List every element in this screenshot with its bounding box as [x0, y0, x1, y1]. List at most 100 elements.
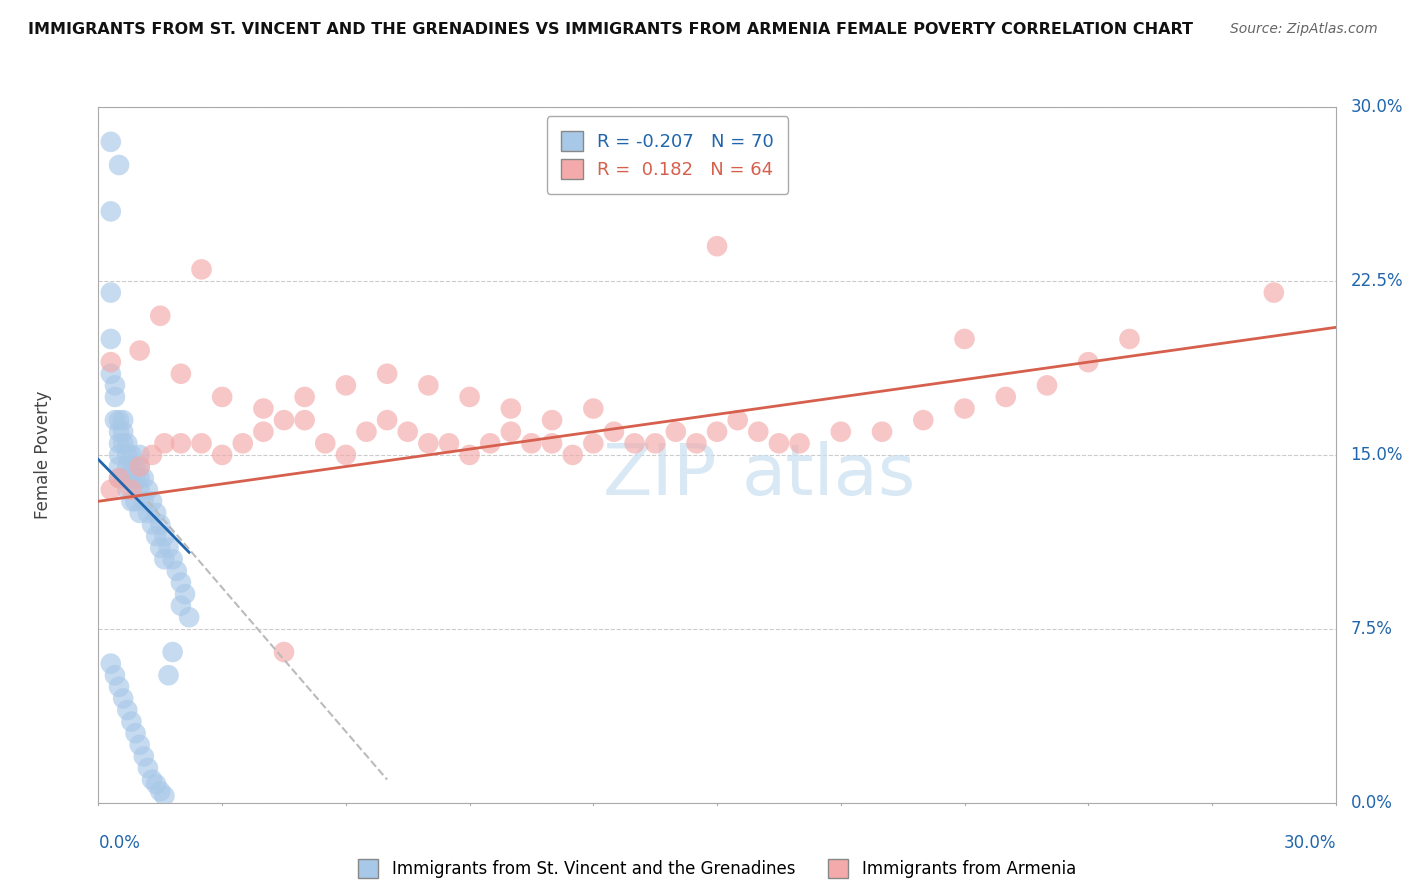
Point	[120, 471, 142, 485]
Point	[499, 401, 522, 416]
Point	[153, 529, 176, 543]
Point	[541, 436, 564, 450]
Point	[108, 471, 131, 485]
Point	[117, 448, 139, 462]
Point	[141, 772, 163, 787]
Text: Female Poverty: Female Poverty	[34, 391, 52, 519]
Point	[1118, 332, 1140, 346]
Point	[179, 610, 201, 624]
Point	[117, 436, 139, 450]
Point	[479, 436, 502, 450]
Point	[789, 436, 811, 450]
Point	[132, 749, 155, 764]
Point	[124, 459, 146, 474]
Point	[117, 483, 139, 497]
Point	[120, 448, 142, 462]
Point	[100, 332, 122, 346]
Point	[128, 738, 150, 752]
Legend: Immigrants from St. Vincent and the Grenadines, Immigrants from Armenia: Immigrants from St. Vincent and the Gren…	[352, 853, 1083, 885]
Point	[375, 413, 398, 427]
Point	[108, 436, 131, 450]
Text: 7.5%: 7.5%	[1351, 620, 1392, 638]
Point	[124, 494, 146, 508]
Point	[112, 691, 135, 706]
Point	[128, 471, 150, 485]
Point	[149, 541, 172, 555]
Point	[685, 436, 707, 450]
Point	[706, 425, 728, 439]
Text: 30.0%: 30.0%	[1284, 834, 1336, 852]
Point	[108, 425, 131, 439]
Point	[108, 158, 131, 172]
Point	[232, 436, 254, 450]
Point	[623, 436, 645, 450]
Point	[665, 425, 688, 439]
Text: ZIP: ZIP	[603, 442, 717, 510]
Point	[747, 425, 769, 439]
Point	[499, 425, 522, 439]
Point	[294, 390, 316, 404]
Point	[437, 436, 460, 450]
Point	[117, 703, 139, 717]
Point	[124, 726, 146, 740]
Point	[314, 436, 336, 450]
Point	[166, 564, 188, 578]
Point	[273, 413, 295, 427]
Point	[458, 390, 481, 404]
Point	[128, 448, 150, 462]
Point	[162, 552, 184, 566]
Point	[120, 494, 142, 508]
Point	[953, 401, 976, 416]
Point	[582, 436, 605, 450]
Text: 22.5%: 22.5%	[1351, 272, 1403, 290]
Point	[136, 761, 159, 775]
Point	[162, 645, 184, 659]
Point	[170, 436, 193, 450]
Point	[128, 459, 150, 474]
Point	[141, 517, 163, 532]
Point	[252, 401, 274, 416]
Point	[1077, 355, 1099, 369]
Point	[644, 436, 666, 450]
Point	[112, 471, 135, 485]
Point	[108, 680, 131, 694]
Point	[190, 262, 212, 277]
Point	[1036, 378, 1059, 392]
Point	[396, 425, 419, 439]
Point	[375, 367, 398, 381]
Point	[124, 471, 146, 485]
Point	[117, 459, 139, 474]
Point	[170, 367, 193, 381]
Point	[830, 425, 852, 439]
Text: 0.0%: 0.0%	[1351, 794, 1392, 812]
Text: Source: ZipAtlas.com: Source: ZipAtlas.com	[1230, 22, 1378, 37]
Point	[100, 135, 122, 149]
Point	[145, 529, 167, 543]
Point	[174, 587, 197, 601]
Text: atlas: atlas	[742, 442, 917, 510]
Text: 0.0%: 0.0%	[98, 834, 141, 852]
Point	[108, 448, 131, 462]
Point	[149, 309, 172, 323]
Point	[912, 413, 935, 427]
Point	[128, 459, 150, 474]
Point	[136, 506, 159, 520]
Point	[145, 777, 167, 791]
Point	[100, 355, 122, 369]
Point	[145, 506, 167, 520]
Point	[953, 332, 976, 346]
Point	[170, 575, 193, 590]
Point	[141, 494, 163, 508]
Point	[870, 425, 893, 439]
Point	[149, 517, 172, 532]
Point	[104, 378, 127, 392]
Point	[128, 506, 150, 520]
Point	[356, 425, 378, 439]
Point	[128, 343, 150, 358]
Point	[108, 413, 131, 427]
Point	[768, 436, 790, 450]
Point	[994, 390, 1017, 404]
Point	[120, 714, 142, 729]
Point	[273, 645, 295, 659]
Point	[104, 390, 127, 404]
